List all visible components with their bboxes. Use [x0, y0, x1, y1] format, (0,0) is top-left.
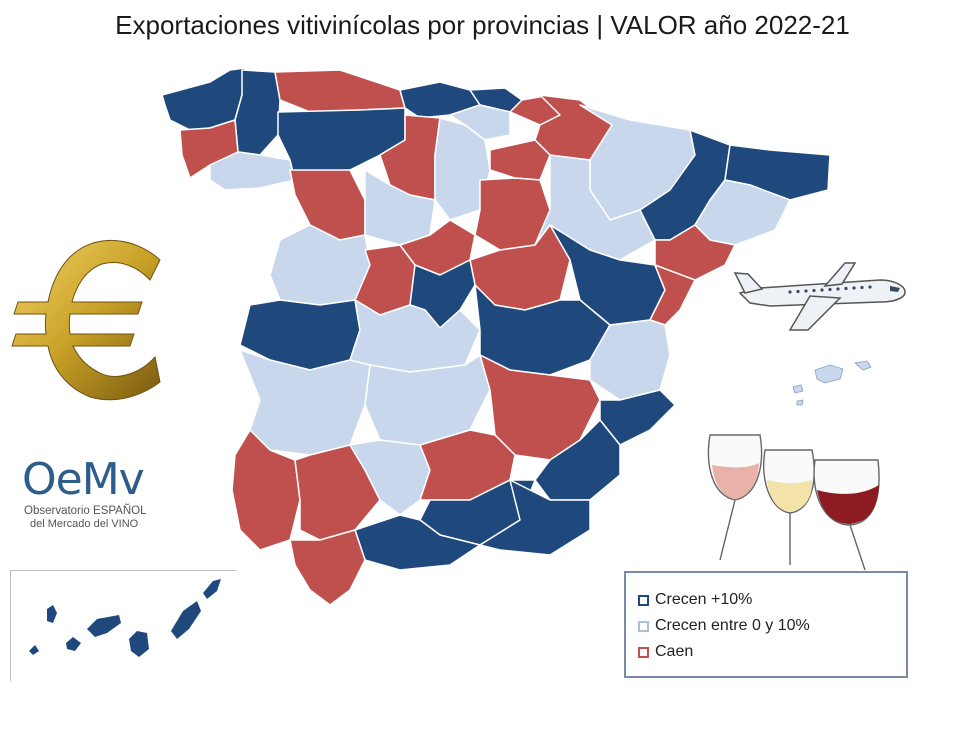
- canary-islands: [29, 579, 221, 657]
- legend-swatch-light-blue: [638, 620, 649, 632]
- logo-line2: del Mercado del VINO: [30, 518, 139, 530]
- legend-swatch-red: [638, 646, 649, 658]
- logo-line1: Observatorio ESPAÑOL: [24, 505, 147, 517]
- legend-label: Crecen entre 0 y 10%: [655, 617, 810, 634]
- airplane-icon: [733, 262, 906, 331]
- province-lugo: [234, 69, 281, 156]
- legend-item-crecen-0-10: Crecen entre 0 y 10%: [638, 617, 810, 635]
- canary-islands-inset: [10, 570, 236, 681]
- province-malaga: [354, 514, 481, 571]
- balearic-islands: [792, 360, 872, 406]
- legend-item-crecen-mas-10: Crecen +10%: [638, 591, 752, 609]
- spain-provinces-map: [161, 67, 831, 606]
- province-salamanca: [269, 224, 371, 306]
- map-legend: Crecen +10% Crecen entre 0 y 10% Caen: [624, 571, 908, 678]
- wine-glasses-icon: [707, 434, 880, 571]
- province-almeria: [479, 479, 591, 556]
- legend-swatch-dark-blue: [638, 594, 649, 606]
- logo-acronym: OeMv: [22, 454, 145, 505]
- province-toledo: [349, 299, 481, 373]
- province-la-rioja: [489, 139, 551, 181]
- euro-icon: [11, 239, 161, 401]
- province-alicante: [599, 389, 676, 446]
- province-cadiz: [289, 529, 366, 606]
- map-title: Exportaciones vitivinícolas por provinci…: [115, 10, 850, 40]
- province-sevilla: [294, 444, 381, 541]
- legend-label: Crecen +10%: [655, 591, 753, 608]
- legend-label: Caen: [655, 643, 694, 660]
- province-ciudad-real: [364, 354, 491, 446]
- legend-item-caen: Caen: [638, 643, 693, 661]
- province-asturias: [274, 69, 406, 113]
- province-leon: [277, 107, 406, 181]
- province-huelva: [231, 429, 301, 551]
- oemv-logo: OeMv Observatorio ESPAÑOL del Mercado de…: [22, 455, 162, 545]
